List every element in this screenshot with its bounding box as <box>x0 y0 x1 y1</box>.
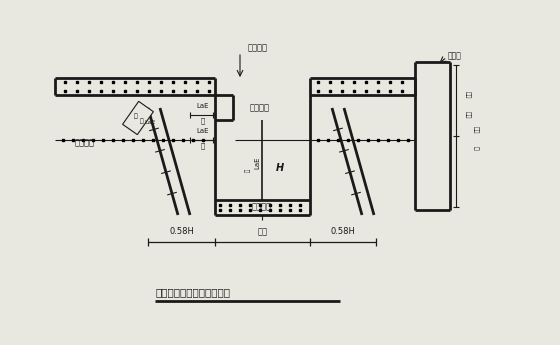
Text: 基础: 基础 <box>465 91 470 99</box>
Bar <box>123 101 153 135</box>
Text: 胡: 胡 <box>200 117 204 124</box>
Text: H: H <box>276 163 284 173</box>
Text: LaE: LaE <box>254 157 260 169</box>
Text: 桩: 桩 <box>134 114 137 119</box>
Text: 疆: 疆 <box>245 168 251 171</box>
Text: 承台中井坑配筋示意（一）: 承台中井坑配筋示意（一） <box>155 287 230 297</box>
Text: 井宽: 井宽 <box>258 227 268 236</box>
Text: LaE: LaE <box>144 119 156 125</box>
Text: 承台上筋: 承台上筋 <box>248 43 268 52</box>
Text: 0.58H: 0.58H <box>169 227 194 236</box>
Text: 埋深: 埋深 <box>465 111 470 119</box>
Text: 工作: 工作 <box>473 126 479 134</box>
Text: 胡: 胡 <box>200 142 204 149</box>
Text: 0.58H: 0.58H <box>330 227 356 236</box>
Text: LaE: LaE <box>196 128 209 134</box>
Text: LaE: LaE <box>196 103 209 109</box>
Text: 承台上筋: 承台上筋 <box>250 104 270 112</box>
Text: 承台下筋: 承台下筋 <box>75 138 95 148</box>
Text: 筋: 筋 <box>140 118 144 124</box>
Text: 深: 深 <box>473 146 479 150</box>
Text: 基础顶: 基础顶 <box>448 51 462 60</box>
Text: 承台下筋: 承台下筋 <box>252 203 272 211</box>
